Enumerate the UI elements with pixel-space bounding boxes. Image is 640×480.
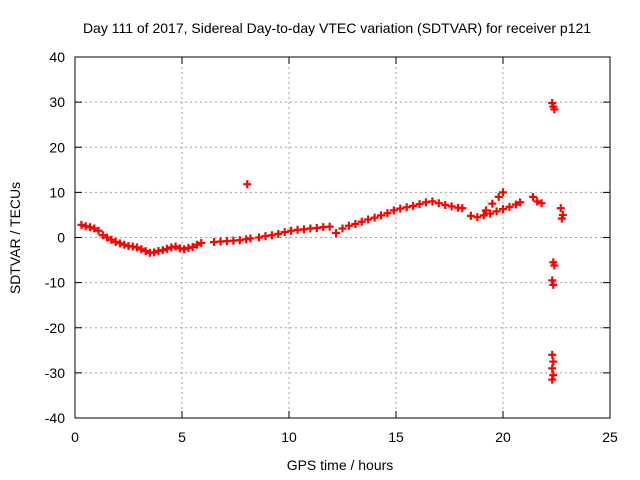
data-point	[77, 220, 86, 229]
y-tick-label: 10	[49, 184, 65, 200]
data-point	[280, 228, 289, 237]
x-tick-label: 25	[602, 429, 618, 445]
y-tick-label: -20	[45, 320, 65, 336]
data-point	[447, 202, 456, 211]
data-point	[115, 239, 124, 248]
data-point	[137, 245, 146, 254]
data-point	[441, 201, 450, 210]
data-point	[428, 197, 437, 206]
data-point	[351, 219, 360, 228]
data-point	[171, 242, 180, 251]
data-point	[344, 221, 353, 230]
data-point	[197, 238, 206, 247]
data-point	[255, 233, 264, 242]
data-point	[383, 209, 392, 218]
data-point	[557, 214, 566, 223]
data-point	[158, 246, 167, 255]
y-tick-label: 0	[57, 230, 65, 246]
data-point	[499, 188, 507, 197]
data-point	[396, 204, 405, 213]
axis-ticks: 0 5 10 15 20 25 -40 -30 -20 -10 0 10 20 30 40	[45, 49, 618, 445]
y-tick-label: 20	[49, 139, 65, 155]
data-point	[549, 357, 558, 366]
data-point	[98, 231, 107, 240]
y-axis-label: SDTVAR / TECUs	[7, 182, 23, 294]
data-point	[192, 240, 201, 249]
data-point	[103, 233, 112, 242]
data-point	[548, 350, 557, 359]
data-point	[494, 192, 503, 201]
data-point	[486, 209, 495, 218]
data-point	[188, 242, 197, 251]
data-point	[94, 226, 103, 235]
data-point	[90, 224, 99, 233]
x-tick-label: 20	[495, 429, 511, 445]
x-tick-label: 15	[388, 429, 404, 445]
data-point	[550, 261, 559, 270]
data-point	[107, 235, 116, 244]
data-point	[499, 205, 507, 214]
data-point	[338, 224, 347, 233]
data-point	[377, 211, 386, 220]
x-tick-label: 0	[71, 429, 79, 445]
y-tick-label: -40	[45, 410, 65, 426]
data-point	[479, 211, 488, 220]
data-point	[180, 245, 189, 254]
data-point	[505, 202, 514, 211]
data-point	[133, 243, 142, 252]
data-point	[364, 215, 373, 224]
data-point	[511, 200, 520, 209]
data-point	[473, 213, 482, 222]
data-point	[120, 240, 129, 249]
data-point	[516, 198, 525, 207]
data-point	[402, 203, 411, 212]
data-point	[488, 199, 497, 208]
chart-title: Day 111 of 2017, Sidereal Day-to-day VTE…	[83, 20, 591, 36]
data-point	[537, 199, 546, 208]
data-point	[481, 206, 490, 215]
data-point	[357, 217, 366, 226]
y-tick-label: 40	[49, 49, 65, 65]
data-point	[533, 197, 542, 206]
x-tick-label: 10	[281, 429, 297, 445]
data-point	[325, 222, 334, 231]
data-point	[111, 238, 120, 247]
data-point	[548, 375, 557, 384]
data-point	[274, 229, 283, 238]
y-tick-label: -10	[45, 275, 65, 291]
data-point	[150, 248, 159, 257]
data-point	[141, 247, 150, 256]
data-point	[163, 244, 172, 253]
y-tick-label: 30	[49, 94, 65, 110]
data-point	[370, 213, 379, 222]
data-point	[415, 200, 424, 209]
x-axis-label: GPS time / hours	[287, 457, 394, 473]
y-tick-label: -30	[45, 365, 65, 381]
data-point	[332, 228, 341, 237]
data-point	[458, 204, 467, 213]
x-tick-label: 5	[178, 429, 186, 445]
data-point	[85, 223, 94, 232]
data-point	[550, 105, 559, 114]
data-point	[246, 234, 255, 243]
data-point	[528, 192, 537, 201]
data-point	[548, 364, 557, 373]
data-point	[409, 201, 418, 210]
data-point	[466, 211, 475, 220]
data-point	[492, 207, 501, 216]
data-point	[549, 280, 558, 289]
data-point	[243, 180, 252, 189]
data-point	[434, 199, 443, 208]
data-point	[556, 204, 565, 213]
grid-lines	[75, 57, 610, 418]
data-series	[77, 99, 567, 384]
data-point	[389, 206, 398, 215]
data-point	[267, 231, 276, 240]
